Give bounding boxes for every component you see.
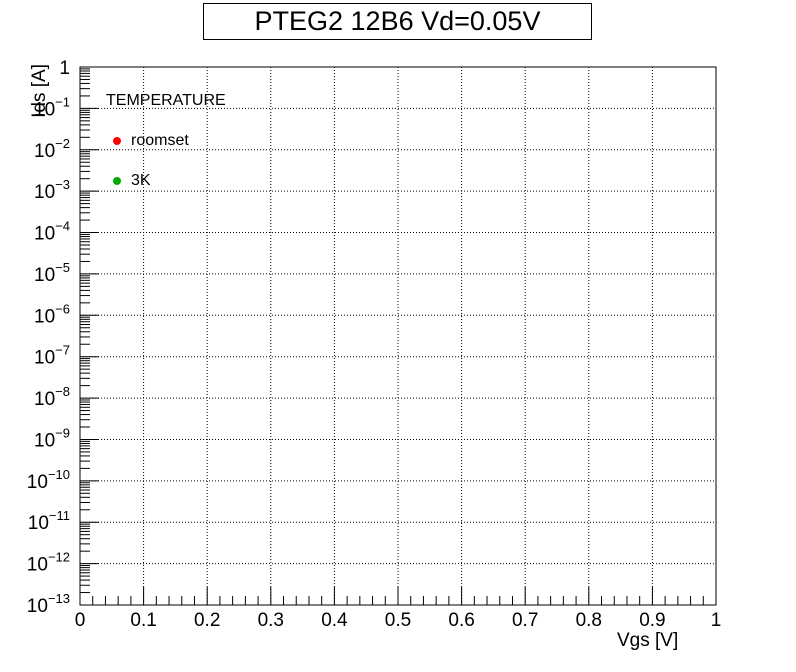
x-tick-label: 0.4 — [321, 610, 348, 631]
y-tick-label: 10−2 — [34, 136, 70, 162]
legend-marker-roomset — [113, 137, 121, 145]
x-tick-label: 0 — [75, 610, 86, 631]
y-tick-label: 10−12 — [27, 550, 70, 576]
x-tick-label: 0.8 — [576, 610, 602, 631]
y-tick-label: 10−13 — [27, 591, 70, 617]
y-tick-label: 10−7 — [34, 343, 70, 369]
x-tick-label: 0.1 — [130, 610, 156, 631]
y-tick-label: 10−10 — [27, 467, 70, 493]
x-tick-label: 0.5 — [385, 610, 411, 631]
chart-title: PTEG2 12B6 Vd=0.05V — [254, 6, 541, 36]
legend-label-roomset: roomset — [131, 132, 189, 149]
legend-title: TEMPERATURE — [106, 92, 226, 109]
legend-marker-3k — [113, 177, 121, 185]
chart-title-box: PTEG2 12B6 Vd=0.05V — [203, 3, 592, 40]
y-tick-label: 10−11 — [28, 508, 70, 534]
x-tick-label: 0.7 — [512, 610, 538, 631]
x-axis-label: Vgs [V] — [617, 630, 679, 651]
y-tick-label: 10−4 — [34, 219, 70, 245]
x-tick-label: 0.2 — [194, 610, 220, 631]
y-tick-label: 1 — [59, 58, 70, 79]
y-tick-label: 10−8 — [34, 384, 70, 410]
x-tick-label: 1 — [711, 610, 722, 631]
y-axis-label: Ids [A] — [29, 64, 50, 118]
y-tick-label: 10−9 — [34, 425, 70, 451]
y-tick-label: 10−3 — [34, 177, 70, 203]
y-tick-label: 10−1 — [34, 94, 70, 120]
y-tick-label: 10−5 — [34, 260, 70, 286]
legend-label-3k: 3K — [131, 172, 151, 189]
x-tick-label: 0.3 — [258, 610, 284, 631]
y-tick-label: 10−6 — [34, 301, 70, 327]
x-tick-label: 0.9 — [639, 610, 665, 631]
x-tick-label: 0.6 — [448, 610, 474, 631]
legend-item-3k: 3K — [97, 171, 151, 191]
legend-item-roomset: roomset — [97, 131, 189, 151]
